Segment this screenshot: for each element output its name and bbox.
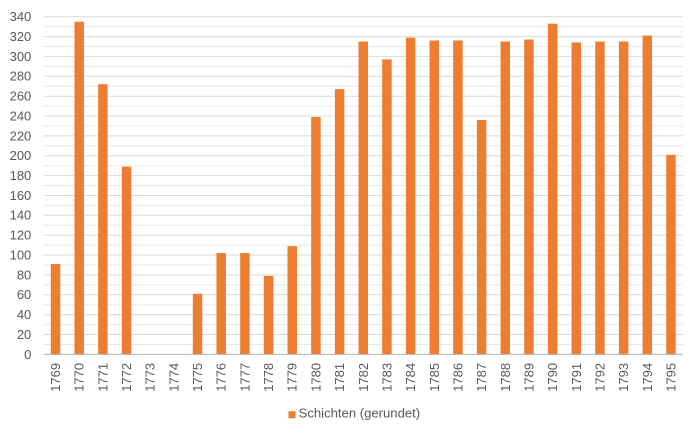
svg-text:1776: 1776	[214, 363, 229, 392]
svg-text:140: 140	[10, 208, 32, 223]
svg-text:1784: 1784	[403, 363, 418, 392]
svg-text:1773: 1773	[143, 363, 158, 392]
svg-text:1783: 1783	[379, 363, 394, 392]
svg-text:1770: 1770	[72, 363, 87, 392]
svg-text:1769: 1769	[48, 363, 63, 392]
svg-text:1786: 1786	[450, 363, 465, 392]
svg-text:180: 180	[10, 168, 32, 183]
svg-text:1775: 1775	[190, 363, 205, 392]
svg-text:260: 260	[10, 89, 32, 104]
svg-text:1789: 1789	[521, 363, 536, 392]
svg-text:Schichten (gerundet): Schichten (gerundet)	[299, 406, 421, 421]
svg-text:240: 240	[10, 108, 32, 123]
svg-text:120: 120	[10, 228, 32, 243]
svg-text:340: 340	[10, 9, 32, 24]
svg-text:1785: 1785	[427, 363, 442, 392]
svg-text:320: 320	[10, 29, 32, 44]
svg-text:1774: 1774	[166, 363, 181, 392]
svg-text:0: 0	[24, 347, 31, 362]
svg-text:1787: 1787	[474, 363, 489, 392]
svg-text:1777: 1777	[237, 363, 252, 392]
svg-text:1791: 1791	[569, 363, 584, 392]
svg-text:1771: 1771	[95, 363, 110, 392]
svg-text:1788: 1788	[498, 363, 513, 392]
svg-text:80: 80	[17, 267, 31, 282]
svg-text:220: 220	[10, 128, 32, 143]
svg-text:1790: 1790	[545, 363, 560, 392]
svg-text:100: 100	[10, 248, 32, 263]
svg-text:1793: 1793	[616, 363, 631, 392]
svg-text:1782: 1782	[356, 363, 371, 392]
svg-text:200: 200	[10, 148, 32, 163]
svg-text:40: 40	[17, 307, 31, 322]
svg-text:60: 60	[17, 287, 31, 302]
svg-text:1779: 1779	[285, 363, 300, 392]
svg-text:1794: 1794	[640, 363, 655, 392]
svg-text:1792: 1792	[592, 363, 607, 392]
svg-text:280: 280	[10, 69, 32, 84]
svg-text:20: 20	[17, 327, 31, 342]
svg-text:1795: 1795	[663, 363, 678, 392]
svg-text:300: 300	[10, 49, 32, 64]
svg-text:1780: 1780	[308, 363, 323, 392]
svg-text:1778: 1778	[261, 363, 276, 392]
svg-text:1781: 1781	[332, 363, 347, 392]
svg-text:160: 160	[10, 188, 32, 203]
svg-text:1772: 1772	[119, 363, 134, 392]
